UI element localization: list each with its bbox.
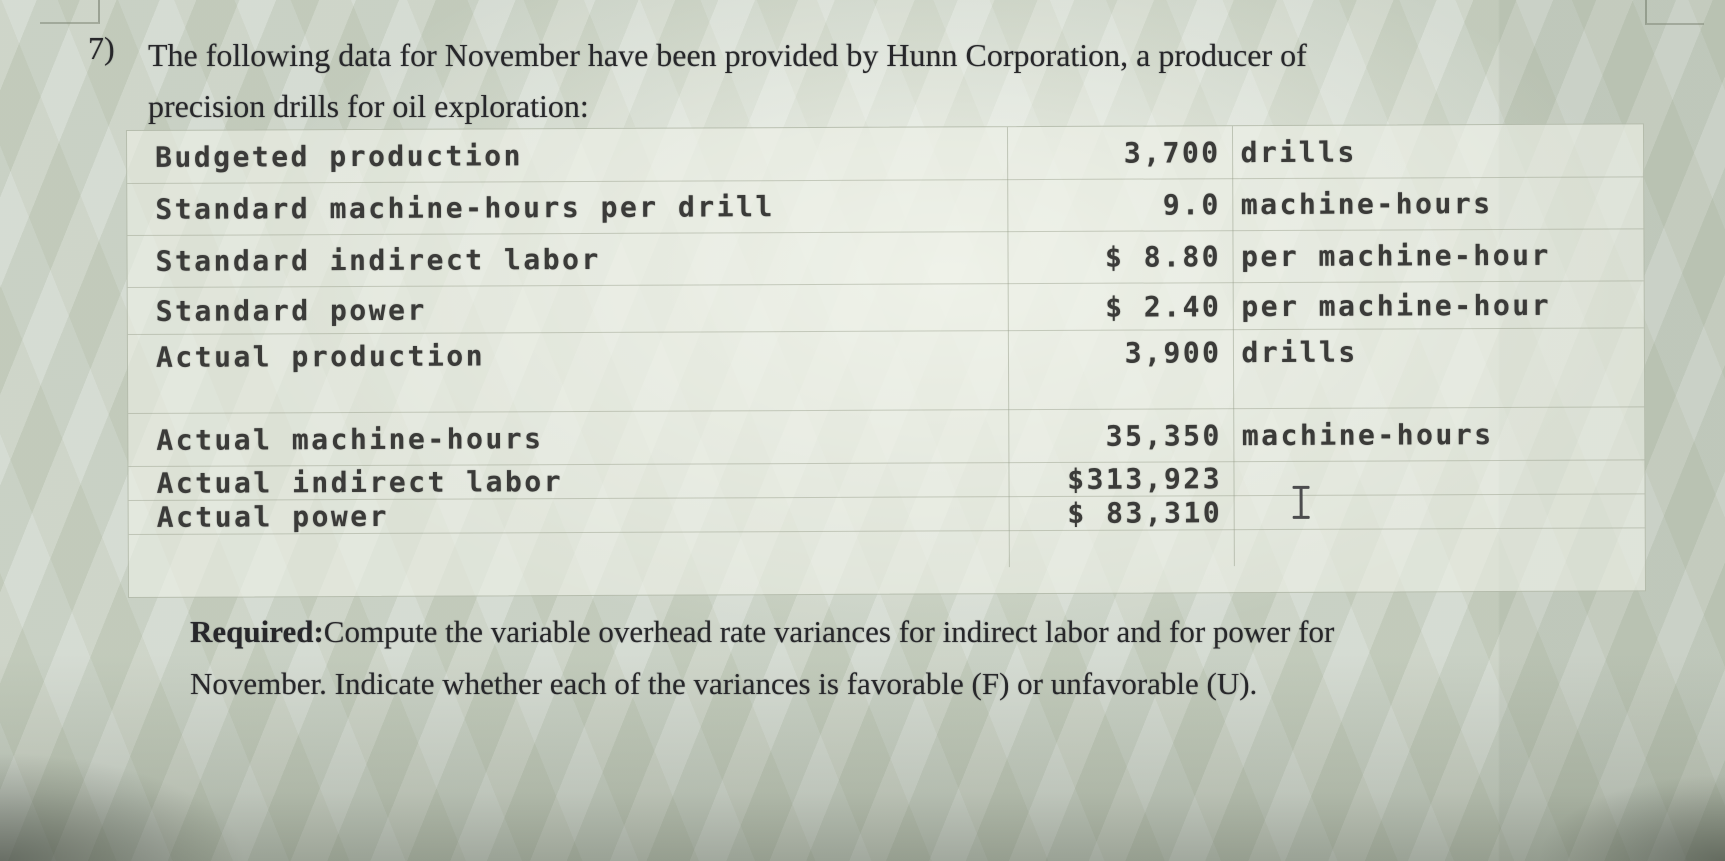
- row-value: $ 83,310: [1067, 496, 1223, 530]
- table-row: Actual machine-hours 35,350 machine-hour…: [128, 407, 1645, 467]
- required-paragraph: Required:Compute the variable overhead r…: [190, 606, 1590, 710]
- required-text-line1: Compute the variable overhead rate varia…: [323, 614, 1335, 649]
- row-unit: machine-hours: [1240, 187, 1493, 222]
- cropped-box-corner-right: [1645, 0, 1704, 25]
- row-label: Standard power: [155, 293, 427, 328]
- row-unit-editable[interactable]: [1232, 477, 1644, 479]
- row-unit: drills: [1240, 135, 1357, 169]
- row-label: Actual production: [155, 339, 486, 374]
- row-unit: drills: [1241, 335, 1358, 370]
- required-text-line2: November. Indicate whether each of the v…: [190, 666, 1258, 701]
- row-unit: per machine-hour: [1241, 238, 1551, 274]
- question-number: 7): [88, 30, 115, 66]
- row-unit: per machine-hour: [1241, 288, 1552, 323]
- question-heading: The following data for November have bee…: [148, 30, 1548, 132]
- table-row: Standard power $ 2.40 per machine-hour: [127, 281, 1644, 335]
- row-value: 9.0: [1162, 188, 1221, 222]
- row-value: $313,923: [1067, 462, 1223, 496]
- row-value: $ 2.40: [1105, 289, 1222, 324]
- row-label: Standard indirect labor: [155, 242, 601, 278]
- row-value: $ 8.80: [1104, 240, 1222, 274]
- cropped-box-corner-left: [40, 0, 100, 24]
- table-row: Standard machine-hours per drill 9.0 mac…: [127, 177, 1644, 236]
- data-table: Budgeted production 3,700 drills Standar…: [125, 123, 1647, 598]
- question-heading-line2: precision drills for oil exploration:: [148, 88, 589, 124]
- row-label: Budgeted production: [155, 138, 523, 174]
- text-cursor-icon[interactable]: [1292, 485, 1310, 519]
- row-label: Standard machine-hours per drill: [155, 190, 775, 226]
- table-row: Standard indirect labor $ 8.80 per machi…: [127, 229, 1644, 288]
- required-line1: Required:Compute the variable overhead r…: [190, 606, 1590, 658]
- row-value: 35,350: [1105, 418, 1222, 453]
- row-value: 3,700: [1123, 135, 1221, 170]
- row-value: 3,900: [1124, 336, 1222, 370]
- table-bottom-strip: [129, 528, 1645, 560]
- question-heading-line1: The following data for November have bee…: [148, 37, 1307, 73]
- row-label: Actual power: [156, 499, 390, 534]
- row-label: Actual indirect labor: [156, 465, 564, 500]
- row-label: Actual machine-hours: [156, 421, 544, 457]
- row-unit: machine-hours: [1241, 417, 1494, 452]
- table-row: Budgeted production 3,700 drills: [126, 124, 1644, 184]
- table-row: Actual production 3,900 drills: [127, 328, 1645, 414]
- required-label: Required:: [190, 614, 324, 649]
